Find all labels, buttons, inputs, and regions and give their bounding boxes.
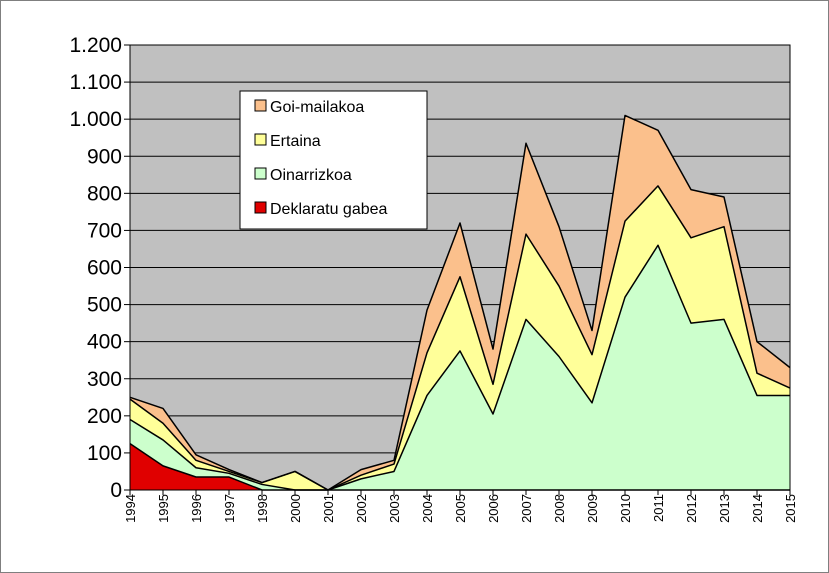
ytick-label-11: 1.100 <box>69 71 122 94</box>
xtick-label-20: 2015 <box>783 494 798 523</box>
xtick-label-15: 2010 <box>618 494 633 523</box>
xtick-label-17: 2012 <box>684 494 699 523</box>
legend-swatch-1 <box>254 133 267 146</box>
legend-label-2: Oinarrizkoa <box>270 167 352 184</box>
line-goi-mailakoa <box>129 114 791 491</box>
ytick-label-4: 400 <box>87 331 122 354</box>
xtick-label-0: 1994 <box>123 494 138 523</box>
area-goi-mailakoa <box>130 115 790 490</box>
xtick-label-2: 1996 <box>189 494 204 523</box>
xtick-label-9: 2004 <box>420 494 435 523</box>
xtick-label-4: 1998 <box>255 494 270 523</box>
legend-label-0: Goi-mailakoa <box>270 99 364 116</box>
ytick-label-9: 900 <box>87 145 122 168</box>
line-oinarrizkoa <box>129 244 790 491</box>
legend-box <box>239 90 428 230</box>
xtick-label-6: 2001 <box>321 494 336 523</box>
ytick-label-1: 100 <box>87 442 122 465</box>
ytick-label-12: 1.200 <box>69 34 122 57</box>
legend: Goi-mailakoa Ertaina Oinarrizkoa Deklaratu … <box>239 90 428 230</box>
legend-label-1: Ertaina <box>270 133 321 150</box>
xtick-label-14: 2009 <box>585 494 600 523</box>
xtick-label-8: 2003 <box>387 494 402 523</box>
legend-swatch-3 <box>254 201 267 214</box>
legend-label-3: Deklaratu gabea <box>270 201 388 218</box>
xtick-label-13: 2008 <box>552 494 567 523</box>
ytick-label-5: 500 <box>87 294 122 317</box>
legend-swatch-2 <box>254 167 267 180</box>
ytick-label-3: 300 <box>87 368 122 391</box>
xtick-label-10: 2005 <box>453 494 468 523</box>
ytick-label-0: 0 <box>110 479 122 502</box>
ytick-label-10: 1.000 <box>69 108 122 131</box>
xtick-label-1: 1995 <box>156 494 171 523</box>
xtick-label-3: 1997 <box>222 494 237 523</box>
line-ertaina <box>129 185 791 491</box>
legend-swatch-0 <box>254 99 267 112</box>
ytick-label-8: 800 <box>87 182 122 205</box>
xtick-label-12: 2007 <box>519 494 534 523</box>
area-deklaratu-gabea <box>130 443 790 490</box>
ytick-label-7: 700 <box>87 219 122 242</box>
xtick-label-7: 2002 <box>354 494 369 523</box>
xtick-label-11: 2006 <box>486 494 501 523</box>
xtick-label-18: 2013 <box>717 494 732 523</box>
ytick-label-6: 600 <box>87 257 122 280</box>
xtick-label-5: 2000 <box>288 494 303 523</box>
ytick-label-2: 200 <box>87 405 122 428</box>
area-ertaina <box>130 185 790 490</box>
area-oinarrizkoa <box>130 245 790 490</box>
xtick-label-16: 2011 <box>651 494 666 522</box>
xtick-label-19: 2014 <box>750 494 765 523</box>
